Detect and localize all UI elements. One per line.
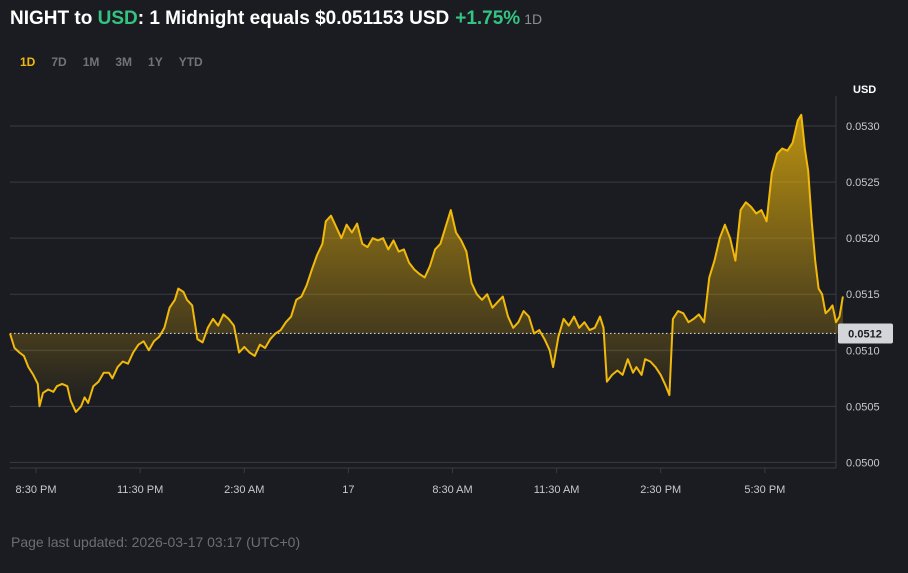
quote-currency: USD [97, 8, 138, 29]
tab-1m[interactable]: 1M [82, 55, 100, 69]
change-period: 1D [524, 11, 543, 27]
title-connector: to [69, 8, 98, 29]
price-chart[interactable]: 0.0500 0.0505 0.0510 0.0515 0.0520 0.0525 0.05… [0, 70, 908, 510]
tab-ytd[interactable]: YTD [178, 55, 203, 69]
price-chart-svg: 0.0500 0.0505 0.0510 0.0515 0.0520 0.0525 0.05… [9, 84, 893, 496]
price-line [9, 113, 844, 413]
y-tick-label: 0.0515 [846, 289, 880, 301]
price-area-fill [10, 114, 843, 412]
y-tick-label: 0.0525 [846, 177, 880, 189]
x-tick-label: 8:30 PM [16, 484, 57, 496]
x-tick-label: 11:30 PM [117, 484, 163, 496]
rate-text: : 1 Midnight equals $0.051153 USD [137, 8, 450, 29]
y-tick-label: 0.0520 [846, 233, 880, 245]
timeframe-tabs: 1D 7D 1M 3M 1Y YTD [12, 52, 211, 72]
base-currency: NIGHT [10, 8, 70, 29]
y-tick-label: 0.0510 [846, 345, 880, 357]
x-tick-label: 2:30 PM [640, 484, 681, 496]
x-tick-label: 5:30 PM [744, 484, 785, 496]
tab-7d[interactable]: 7D [51, 55, 67, 69]
tab-1d[interactable]: 1D [20, 55, 36, 69]
y-tick-label: 0.0530 [846, 121, 880, 133]
x-tick-label: 2:30 AM [224, 484, 264, 496]
x-tick-label: 17 [342, 484, 354, 496]
price-change: +1.75% [455, 8, 521, 29]
page-title: NIGHT to USD: 1 Midnight equals $0.05115… [10, 6, 542, 32]
y-tick-label: 0.0505 [846, 401, 880, 413]
last-updated: Page last updated: 2026-03-17 03:17 (UTC… [11, 534, 301, 550]
x-tick-label: 11:30 AM [534, 484, 580, 496]
current-price-label-bg [838, 323, 893, 344]
tab-3m[interactable]: 3M [115, 55, 133, 69]
y-tick-label: 0.0500 [846, 457, 880, 469]
y-axis-unit-label: USD [853, 84, 876, 96]
x-tick-label: 8:30 AM [432, 484, 472, 496]
current-price-label: 0.0512 [848, 328, 882, 340]
tab-1y[interactable]: 1Y [148, 55, 163, 69]
